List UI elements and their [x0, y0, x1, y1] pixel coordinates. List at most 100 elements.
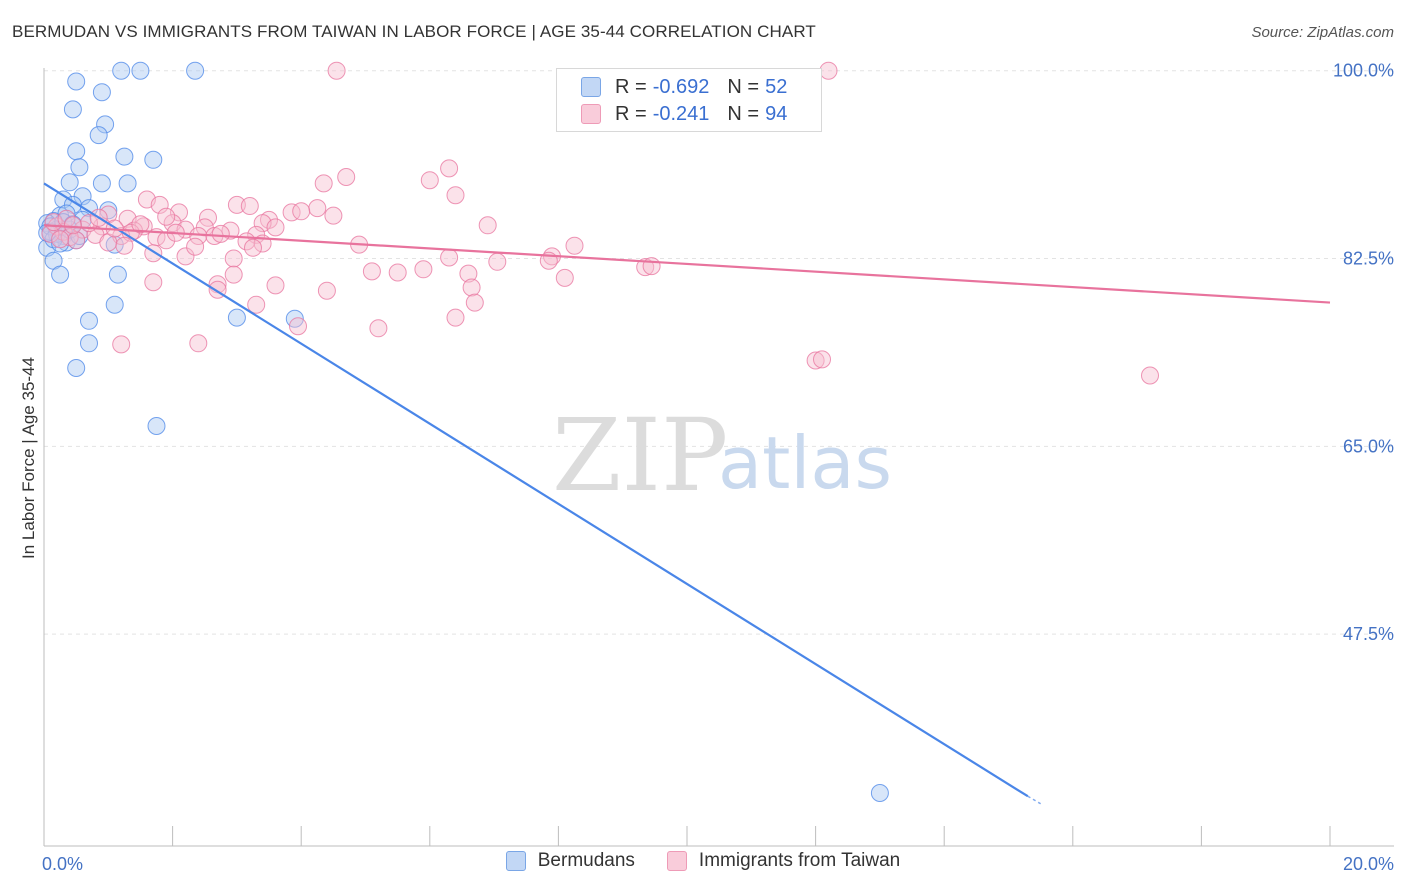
- data-point: [112, 61, 131, 80]
- data-point: [115, 236, 134, 255]
- x-tick-label: 20.0%: [1343, 854, 1394, 874]
- data-point: [51, 230, 70, 249]
- data-point: [186, 61, 205, 80]
- data-point: [440, 159, 459, 178]
- y-tick-label: 47.5%: [1343, 624, 1394, 644]
- data-point: [67, 231, 86, 250]
- data-point: [292, 202, 311, 221]
- data-point: [870, 784, 889, 802]
- series-label-taiwan: Immigrants from Taiwan: [698, 850, 901, 871]
- data-point: [642, 257, 661, 276]
- data-point: [92, 83, 111, 102]
- legend-n-value: 52: [765, 75, 788, 98]
- data-point: [244, 238, 262, 257]
- data-point: [1141, 366, 1159, 385]
- data-point: [227, 308, 246, 327]
- data-point: [51, 265, 70, 284]
- data-point: [115, 147, 134, 166]
- data-point: [446, 186, 465, 205]
- series-swatch-taiwan: [666, 851, 687, 871]
- data-point: [488, 252, 507, 271]
- data-point: [555, 268, 574, 287]
- trend-line-taiwan: [43, 224, 1331, 304]
- data-point: [144, 150, 163, 169]
- data-point: [189, 334, 208, 353]
- y-tick-label: 65.0%: [1343, 436, 1394, 456]
- data-point: [388, 263, 407, 282]
- x-tick-labels: 0.0% 20.0%: [42, 854, 1394, 874]
- data-point: [147, 417, 166, 435]
- data-point: [108, 265, 127, 284]
- data-point: [324, 206, 343, 225]
- data-point: [420, 171, 439, 190]
- series-legend-bermudans: Bermudans: [505, 850, 635, 872]
- data-point: [67, 72, 86, 91]
- data-point: [80, 199, 98, 218]
- data-point: [565, 236, 584, 255]
- watermark: ZIP atlas: [552, 397, 892, 514]
- legend-n-label: N =: [727, 75, 760, 98]
- series-points-bermudans: [38, 61, 889, 802]
- correlation-legend: R = -0.692 N = 52 R = -0.241 N = 94: [556, 68, 822, 132]
- data-point: [224, 249, 243, 268]
- data-point: [63, 100, 82, 119]
- legend-r-value: -0.692: [652, 75, 710, 98]
- data-point: [636, 258, 655, 277]
- data-point: [157, 207, 176, 226]
- data-point: [89, 126, 108, 145]
- x-tick-label: 0.0%: [42, 854, 83, 874]
- data-point: [337, 168, 356, 186]
- data-point: [247, 295, 266, 314]
- axes: [43, 68, 1394, 847]
- data-point: [240, 197, 259, 215]
- legend-r-value: -0.241: [652, 102, 710, 125]
- data-point: [459, 264, 478, 283]
- data-point: [266, 276, 285, 295]
- legend-r-label: R =: [615, 102, 647, 125]
- trend-line-bermudans: [43, 182, 1029, 798]
- legend-swatch-bermudans: [581, 77, 601, 97]
- data-point: [80, 311, 98, 330]
- data-point: [131, 61, 150, 80]
- data-point: [176, 247, 195, 266]
- data-point: [80, 334, 98, 353]
- series-legend: Bermudans Immigrants from Taiwan: [0, 850, 1406, 872]
- data-point: [112, 335, 131, 354]
- data-point: [96, 115, 115, 134]
- y-tick-labels: 100.0% 82.5% 65.0% 47.5%: [1333, 61, 1394, 644]
- watermark-atlas: atlas: [718, 421, 892, 505]
- data-point: [150, 195, 169, 214]
- data-point: [289, 317, 307, 336]
- data-point: [369, 319, 388, 338]
- y-tick-label: 82.5%: [1343, 249, 1394, 269]
- data-point: [92, 174, 111, 193]
- chart-title: BERMUDAN VS IMMIGRANTS FROM TAIWAN IN LA…: [12, 22, 816, 41]
- legend-n-value: 94: [765, 102, 788, 125]
- data-point: [60, 173, 79, 192]
- data-point: [819, 61, 838, 80]
- data-point: [282, 203, 301, 222]
- data-point: [227, 195, 246, 214]
- legend-swatch-taiwan: [581, 104, 601, 124]
- series-label-bermudans: Bermudans: [537, 850, 635, 871]
- data-point: [414, 260, 433, 279]
- y-tick-label: 100.0%: [1333, 61, 1394, 81]
- trend-line-extension: [1027, 795, 1042, 805]
- data-point: [446, 308, 465, 327]
- y-axis-label: In Labor Force | Age 35-44: [19, 357, 38, 559]
- data-point: [105, 295, 124, 314]
- data-point: [63, 216, 82, 235]
- data-point: [317, 281, 336, 300]
- source-label: Source: ZipAtlas.com: [1251, 24, 1394, 41]
- data-point: [813, 350, 831, 369]
- data-point: [266, 218, 285, 237]
- data-point: [440, 248, 459, 267]
- data-point: [211, 224, 230, 243]
- data-point: [99, 201, 118, 220]
- data-point: [806, 351, 825, 370]
- series-swatch-bermudans: [505, 851, 526, 871]
- data-point: [67, 142, 86, 161]
- data-point: [70, 158, 89, 177]
- data-point: [221, 221, 240, 240]
